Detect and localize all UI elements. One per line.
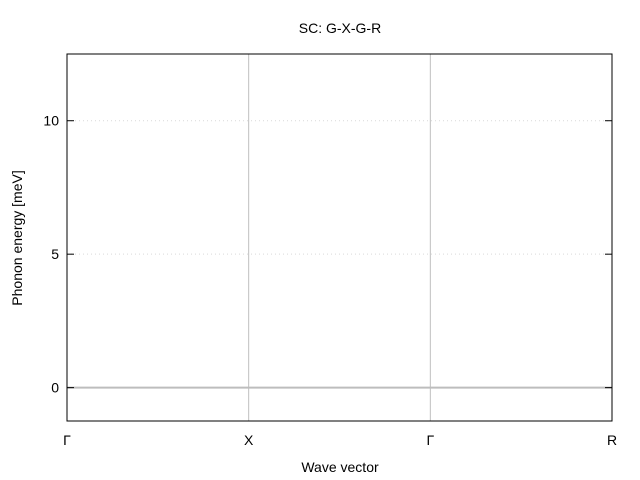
x-tick-label: R	[607, 432, 617, 448]
x-tick-label: Γ	[426, 432, 434, 448]
segment-dividers	[248, 54, 431, 421]
y-axis-label: Phonon energy [meV]	[9, 170, 25, 305]
y-tick-label: 0	[51, 380, 59, 396]
y-axis-ticks: 0 5 10	[43, 113, 612, 396]
plot-frame	[66, 53, 613, 422]
x-tick-label: X	[244, 432, 254, 448]
x-tick-label: Γ	[63, 432, 71, 448]
chart-title: SC: G-X-G-R	[299, 20, 381, 36]
x-axis-label: Wave vector	[301, 459, 379, 475]
grid-layer	[67, 120, 612, 389]
y-tick-label: 10	[43, 113, 59, 129]
y-tick-label: 5	[51, 246, 59, 262]
